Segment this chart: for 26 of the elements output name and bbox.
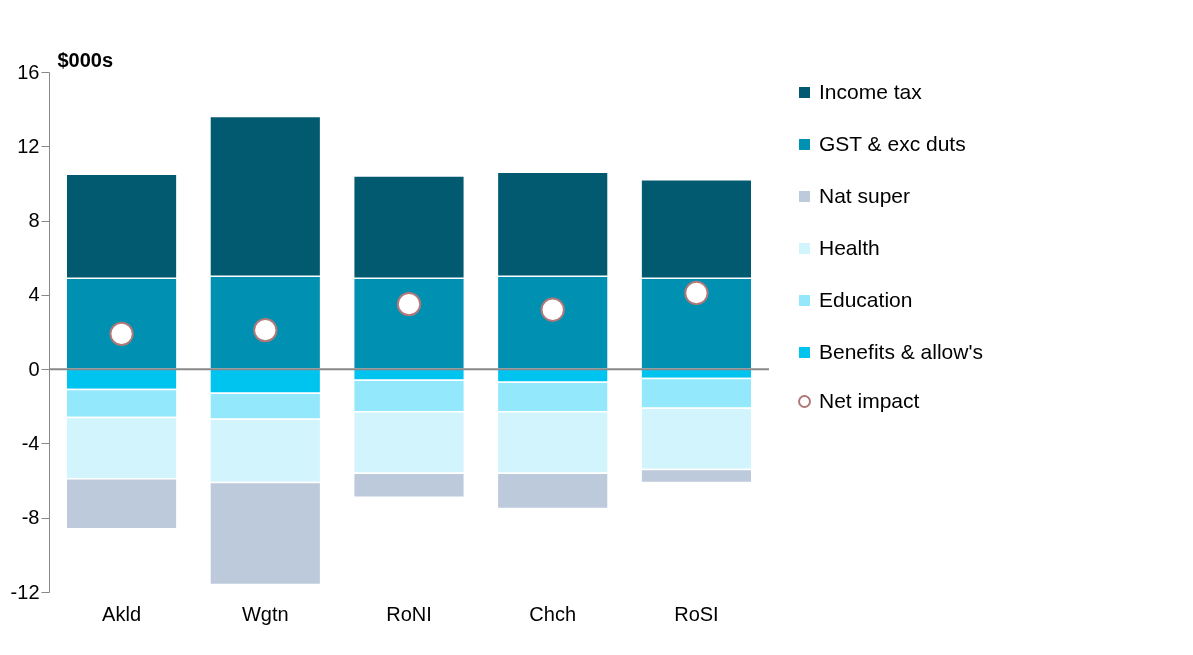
point (540, 297, 565, 322)
legend-label: Health (819, 235, 880, 259)
y-tick-label: -8 (21, 506, 40, 529)
y-tick-label: 16 (17, 60, 40, 83)
x-tick-label: Akld (102, 602, 142, 625)
legend-label: Income tax (819, 79, 923, 103)
point (109, 321, 134, 347)
legend-label: Education (819, 287, 913, 311)
y-tick-label: 0 (28, 357, 40, 380)
y-tick-label: 12 (17, 134, 40, 157)
y-tick-label: -4 (21, 431, 40, 454)
y-tick-label: 4 (28, 283, 40, 306)
x-tick-label: RoNI (386, 602, 432, 625)
legend-label: GST & exc duts (819, 131, 966, 155)
legend-label: Nat super (819, 183, 911, 207)
point (396, 291, 422, 317)
point (684, 280, 709, 306)
x-tick-label: RoSI (674, 602, 719, 625)
x-tick-label: Wgtn (241, 602, 289, 625)
x-tick-label: Chch (529, 602, 577, 625)
y-tick-label: -12 (10, 580, 40, 603)
y-tick-label: 8 (28, 209, 40, 232)
legend-label: Net impact (819, 388, 920, 412)
point (253, 317, 278, 343)
legend-label: Benefits & allow's (819, 339, 983, 363)
y-axis-title: $000s (57, 48, 114, 71)
